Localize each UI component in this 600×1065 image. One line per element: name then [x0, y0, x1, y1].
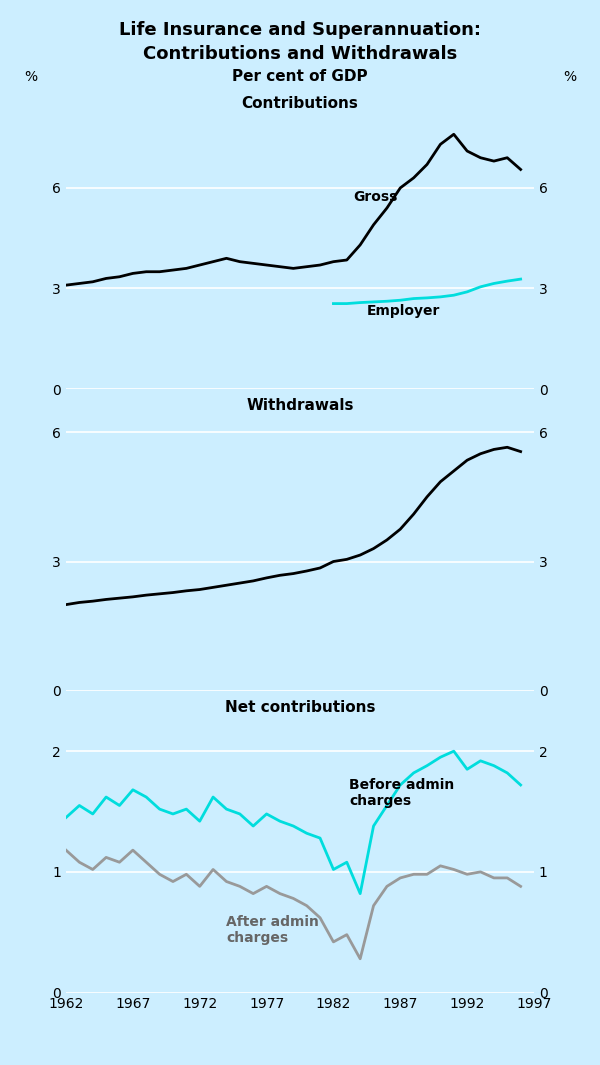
Text: %: %: [563, 70, 576, 84]
Text: Before admin
charges: Before admin charges: [349, 779, 455, 808]
Text: %: %: [24, 70, 37, 84]
Text: Gross: Gross: [353, 191, 398, 204]
Text: Per cent of GDP: Per cent of GDP: [232, 69, 368, 84]
Text: Employer: Employer: [367, 305, 440, 318]
Text: Net contributions: Net contributions: [225, 700, 375, 715]
Text: After admin
charges: After admin charges: [226, 915, 319, 945]
Text: Life Insurance and Superannuation:: Life Insurance and Superannuation:: [119, 21, 481, 39]
Text: Contributions: Contributions: [242, 96, 358, 112]
Text: Withdrawals: Withdrawals: [246, 398, 354, 413]
Text: Contributions and Withdrawals: Contributions and Withdrawals: [143, 45, 457, 63]
